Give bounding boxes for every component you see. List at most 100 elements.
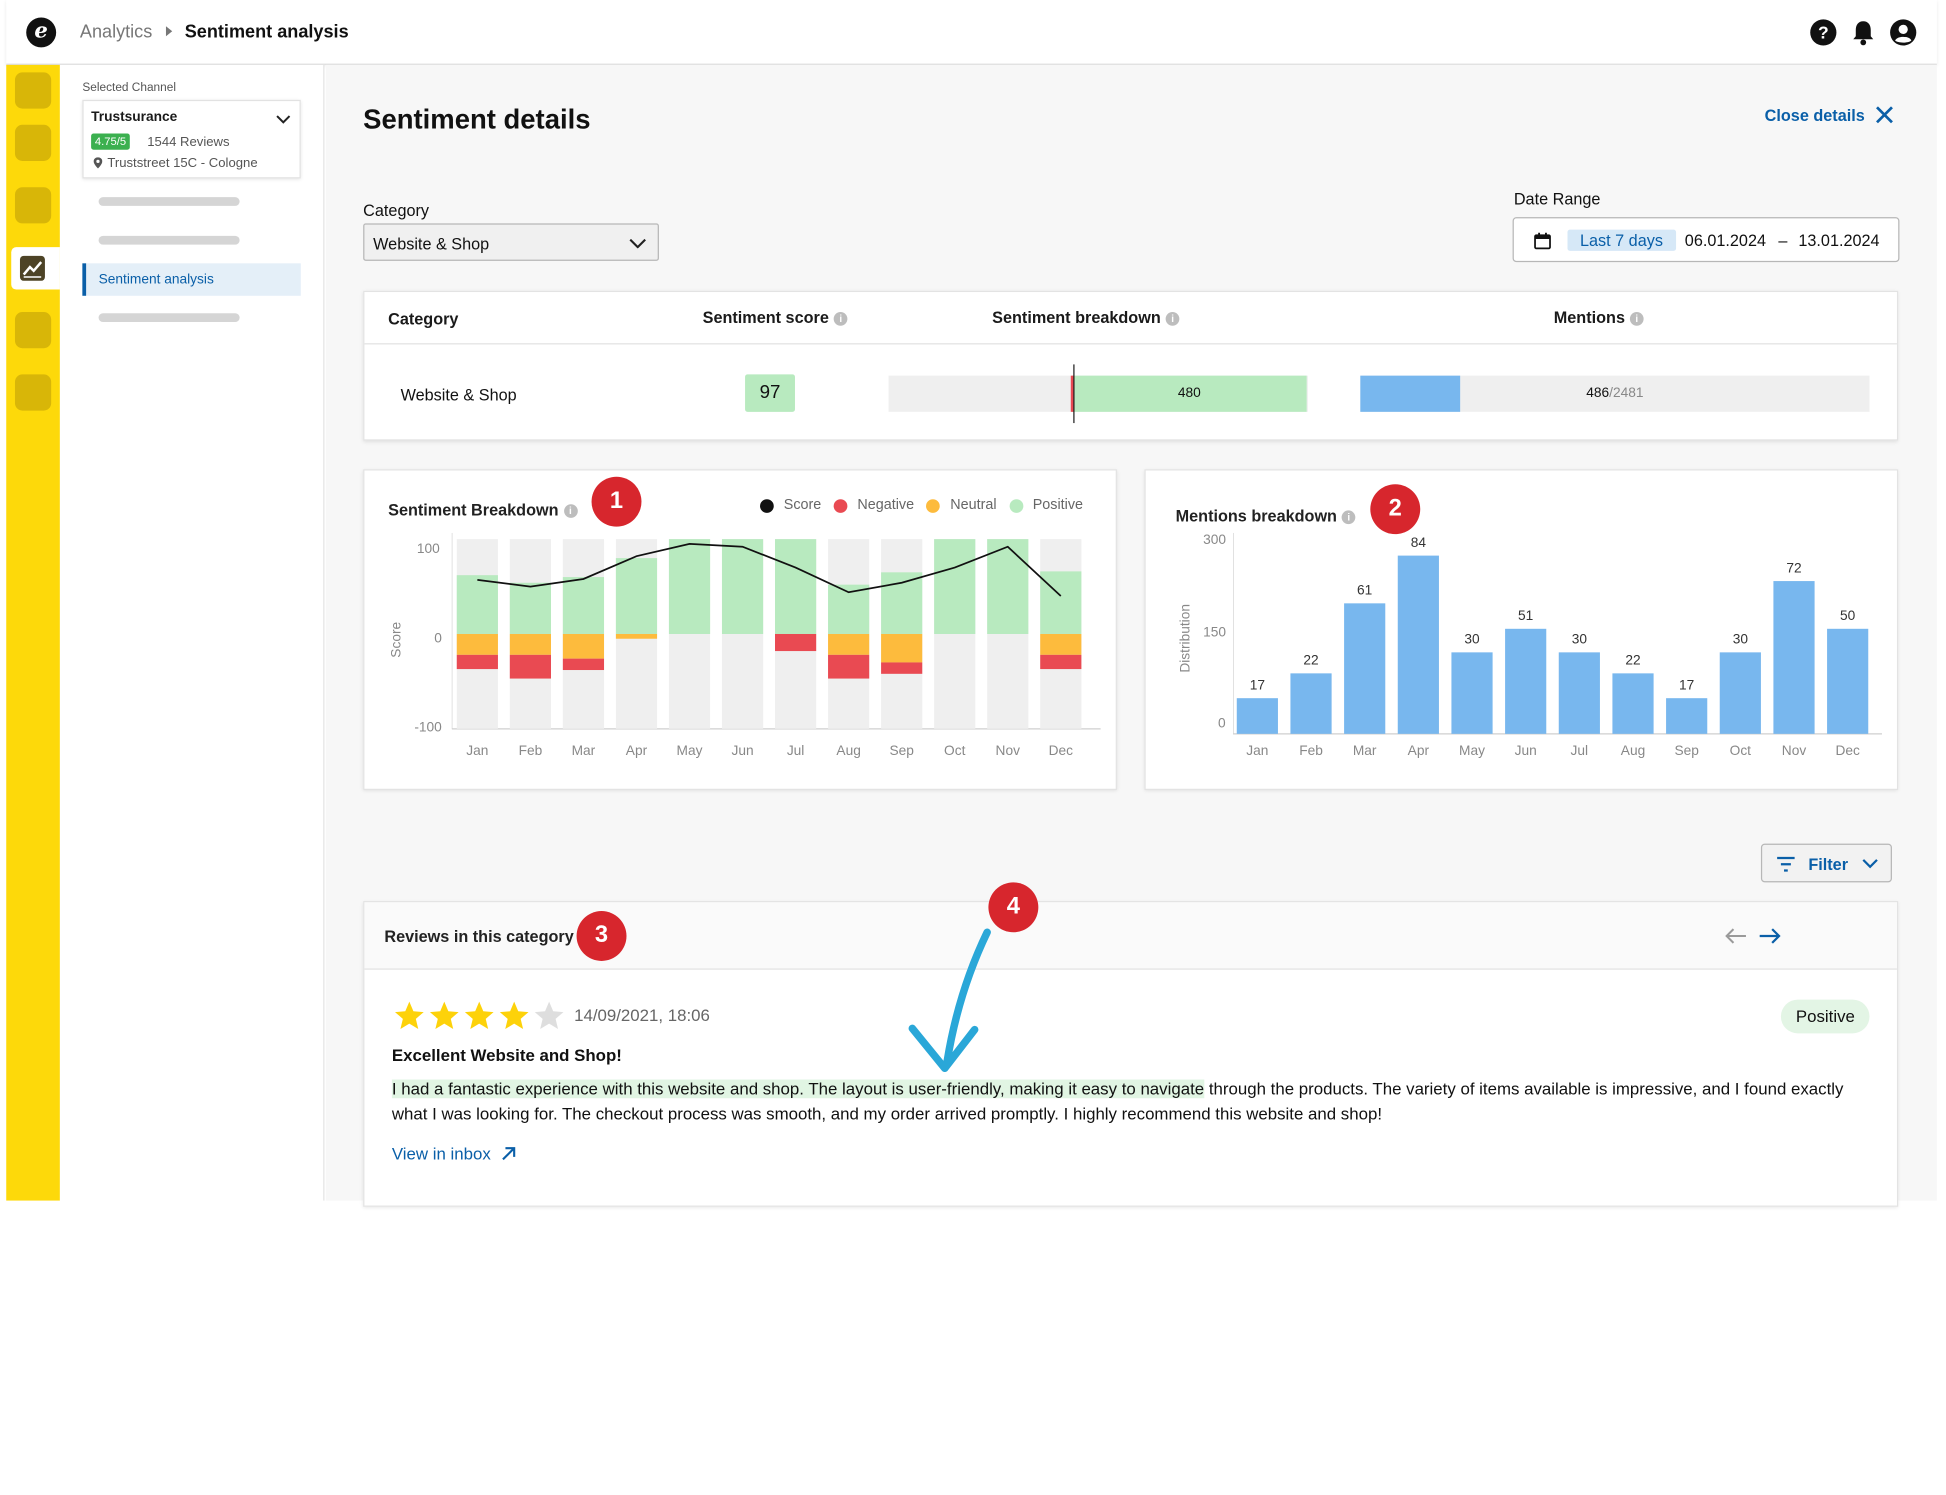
mentions-bar — [1451, 652, 1493, 734]
review-text-highlight: I had a fantastic experience with this w… — [391, 1079, 1205, 1099]
x-tick-label: May — [677, 743, 703, 758]
previous-arrow-icon[interactable] — [1725, 927, 1747, 944]
mentions-bar — [1344, 603, 1386, 734]
legend-label: Positive — [1032, 497, 1084, 513]
mentions-count: 486 — [1586, 385, 1610, 401]
info-icon[interactable]: i — [1629, 312, 1644, 326]
review-date: 14/09/2021, 18:06 — [574, 1005, 710, 1025]
breadcrumb-current: Sentiment analysis — [184, 22, 349, 43]
filter-button[interactable]: Filter — [1760, 843, 1892, 883]
user-avatar-icon[interactable] — [1889, 19, 1917, 46]
x-tick-label: Oct — [1730, 743, 1752, 758]
reviews-section-title: Reviews in this category — [384, 927, 574, 946]
mentions-chart-title: Mentions breakdown i — [1175, 506, 1356, 526]
chart-title-text: Mentions breakdown — [1175, 506, 1337, 526]
y-axis-label: Distribution — [1178, 603, 1194, 673]
help-icon[interactable]: ? — [1810, 19, 1837, 46]
info-icon[interactable]: i — [1165, 312, 1180, 326]
rail-nav-button[interactable] — [14, 187, 52, 224]
x-tick-label: Feb — [1299, 743, 1323, 758]
channel-selector[interactable]: Trustsurance 4.75/5 1544 Reviews Trustst… — [82, 99, 301, 179]
y-tick-label: 150 — [1203, 625, 1226, 641]
bar-negative — [562, 658, 605, 671]
mentions-bar — [1666, 698, 1708, 734]
review-text: I had a fantastic experience with this w… — [391, 1077, 1852, 1127]
sentiment-breakdown-bar: 480 — [888, 364, 1308, 424]
data-label: 30 — [1572, 632, 1588, 647]
breadcrumb-analytics[interactable]: Analytics — [79, 22, 153, 43]
review-count: 1544 Reviews — [147, 134, 230, 150]
y-tick-label: 300 — [1203, 532, 1226, 548]
rail-nav-button[interactable] — [14, 312, 52, 349]
chart-title-text: Sentiment Breakdown — [388, 500, 559, 520]
nav-placeholder[interactable] — [98, 197, 240, 206]
sentiment-chart-card: Sentiment Breakdown i 1 Score Negative Ne… — [363, 469, 1117, 790]
legend-label: Score — [783, 497, 822, 513]
chart-legend: Score Negative Neutral Positive — [760, 498, 1083, 513]
x-tick-label: Dec — [1049, 743, 1074, 758]
breadcrumb-chevron-icon — [165, 26, 173, 37]
rail-nav-button[interactable] — [14, 72, 52, 109]
col-header-label: Sentiment breakdown — [992, 308, 1161, 327]
legend-swatch-negative — [833, 498, 848, 513]
mentions-bar — [1236, 698, 1278, 734]
star-filled-icon — [395, 1001, 424, 1029]
category-label: Category — [363, 200, 429, 220]
col-header-sentiment-score: Sentiment score i — [703, 308, 848, 327]
data-label: 84 — [1411, 535, 1427, 550]
nav-placeholder[interactable] — [98, 235, 240, 245]
sidebar-item-sentiment-analysis[interactable]: Sentiment analysis — [82, 263, 301, 296]
channel-name: Trustsurance — [91, 109, 178, 125]
view-in-inbox-link[interactable]: View in inbox — [392, 1142, 517, 1164]
x-tick-label: Dec — [1835, 743, 1860, 758]
y-tick-label: 0 — [1218, 716, 1226, 732]
rail-nav-analytics-active[interactable] — [11, 247, 60, 290]
sentiment-tag: Positive — [1780, 999, 1870, 1034]
bar-neutral — [562, 633, 605, 659]
sidebar: Selected Channel Trustsurance 4.75/5 154… — [59, 64, 325, 1201]
x-tick-label: Apr — [1408, 743, 1430, 758]
category-select-value: Website & Shop — [373, 234, 490, 254]
negative-segment — [1070, 375, 1075, 412]
bar-positive — [668, 539, 711, 634]
y-tick-label: 0 — [434, 631, 442, 647]
bar-positive — [934, 539, 976, 634]
mentions-bar — [1612, 673, 1654, 734]
x-tick-label: Oct — [944, 743, 966, 758]
data-label: 30 — [1733, 632, 1749, 647]
selected-channel-label: Selected Channel — [82, 81, 176, 95]
category-select[interactable]: Website & Shop — [363, 223, 659, 261]
bar-positive — [615, 558, 658, 634]
rail-nav-button[interactable] — [14, 124, 52, 161]
date-preset-chip[interactable]: Last 7 days — [1567, 229, 1676, 251]
chevron-down-icon — [276, 115, 291, 124]
x-tick-label: Aug — [1621, 743, 1645, 758]
data-label: 51 — [1518, 608, 1533, 623]
rail-nav-button[interactable] — [14, 374, 52, 411]
close-details-button[interactable]: Close details — [1765, 104, 1895, 126]
chevron-down-icon — [629, 238, 646, 249]
nav-placeholder[interactable] — [98, 313, 240, 322]
bar-neutral — [881, 633, 923, 663]
mentions-bar — [1773, 581, 1815, 734]
bar-positive — [1040, 571, 1082, 634]
mentions-fill — [1360, 375, 1461, 412]
data-label: 17 — [1250, 677, 1265, 692]
app-logo[interactable]: e — [26, 17, 57, 48]
info-icon[interactable]: i — [563, 504, 578, 518]
bar-neutral — [615, 633, 658, 639]
star-filled-icon — [429, 1001, 459, 1029]
trend-chart-icon — [19, 255, 45, 281]
mentions-bar — [1558, 652, 1600, 734]
next-arrow-icon[interactable] — [1758, 927, 1781, 944]
x-tick-label: Jun — [731, 743, 753, 758]
bar-positive — [987, 539, 1029, 634]
bar-neutral — [509, 633, 551, 655]
x-tick-label: Jun — [1515, 743, 1537, 758]
info-icon[interactable]: i — [833, 312, 848, 326]
date-range-picker[interactable]: Last 7 days 06.01.2024 – 13.01.2024 — [1512, 217, 1900, 263]
info-icon[interactable]: i — [1341, 510, 1356, 525]
x-tick-label: Sep — [1674, 743, 1699, 758]
bell-icon[interactable] — [1850, 19, 1877, 46]
data-label: 22 — [1625, 653, 1640, 668]
